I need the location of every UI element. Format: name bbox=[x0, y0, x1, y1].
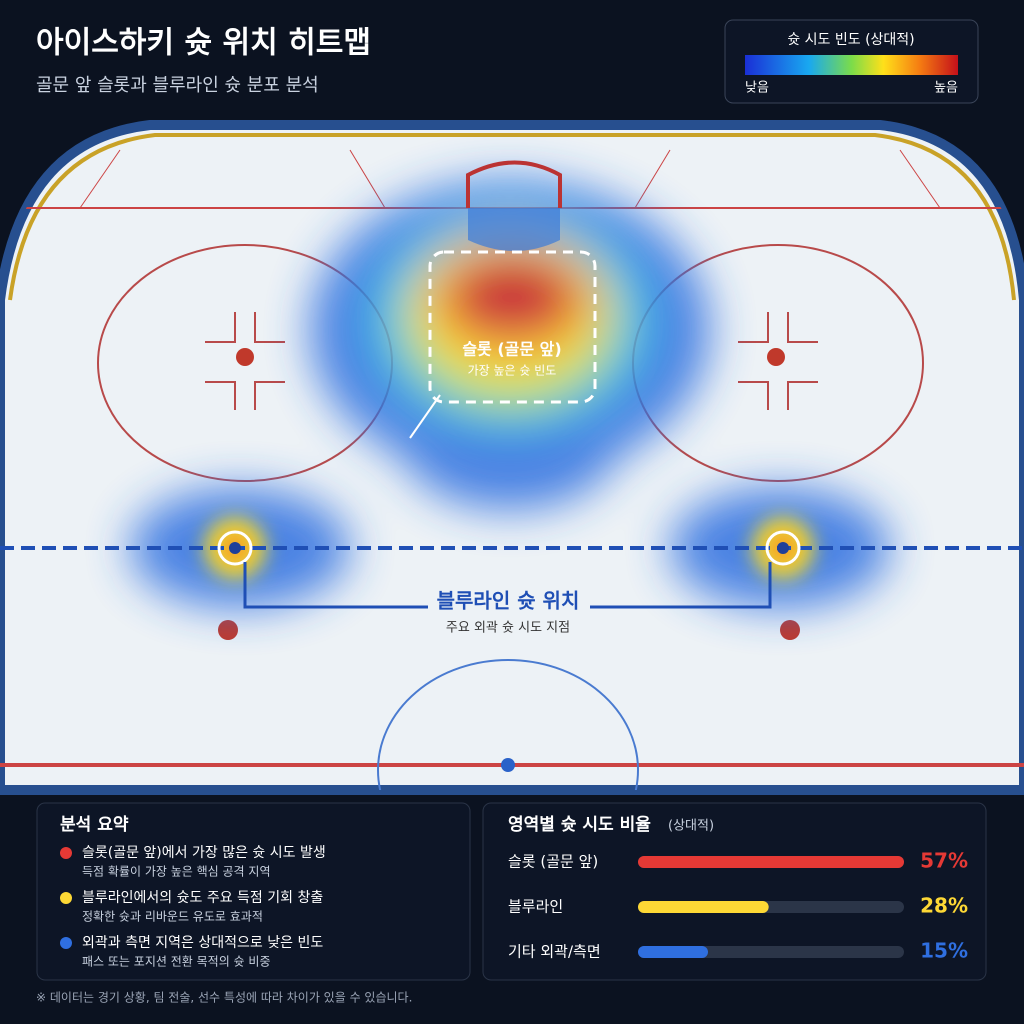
bar-panel bbox=[482, 802, 987, 981]
summary-dot bbox=[60, 847, 72, 859]
legend-gradient bbox=[745, 55, 958, 75]
footnote: ※ 데이터는 경기 상황, 팀 전술, 선수 특성에 따라 차이가 있을 수 있… bbox=[36, 991, 412, 1005]
summary-title: 분석 요약 bbox=[60, 814, 129, 835]
blueline-note: 주요 외곽 슛 시도 지점 bbox=[446, 621, 570, 636]
value-label: 57% bbox=[920, 849, 968, 873]
summary-panel bbox=[36, 802, 471, 981]
summary-text: 외곽과 측면 지역은 상대적으로 낮은 빈도 bbox=[82, 935, 323, 951]
summary-note: 득점 확률이 가장 높은 핵심 공격 지역 bbox=[82, 865, 271, 879]
value-label: 28% bbox=[920, 894, 968, 918]
category-label: 블루라인 bbox=[508, 898, 563, 916]
summary-note: 패스 또는 포지션 전환 목적의 슛 비중 bbox=[82, 955, 271, 969]
title: 아이스하키 슛 위치 히트맵 bbox=[36, 26, 371, 61]
summary-note: 정확한 슛과 리바운드 유도로 효과적 bbox=[82, 910, 263, 924]
chart-title: 영역별 슛 시도 비율 bbox=[508, 815, 651, 835]
slot-label: 슬롯 (골문 앞) bbox=[462, 340, 561, 359]
subtitle: 골문 앞 슬롯과 블루라인 슛 분포 분석 bbox=[36, 75, 319, 96]
bar bbox=[638, 901, 769, 913]
chart-subtitle: (상대적) bbox=[668, 819, 714, 834]
bar bbox=[638, 856, 904, 868]
blueline-label: 블루라인 슛 위치 bbox=[437, 589, 580, 613]
rink bbox=[0, 120, 1024, 795]
legend-title: 슛 시도 빈도 (상대적) bbox=[787, 32, 914, 48]
slot-note: 가장 높은 슛 빈도 bbox=[468, 364, 557, 378]
category-label: 기타 외곽/측면 bbox=[508, 943, 601, 961]
summary-dot bbox=[60, 892, 72, 904]
value-label: 15% bbox=[920, 939, 968, 963]
summary-text: 슬롯(골문 앞)에서 가장 많은 슛 시도 발생 bbox=[82, 845, 326, 861]
summary-text: 블루라인에서의 슛도 주요 득점 기회 창출 bbox=[82, 890, 323, 906]
legend-low: 낮음 bbox=[745, 81, 769, 96]
category-label: 슬롯 (골문 앞) bbox=[508, 853, 598, 871]
bar bbox=[638, 946, 708, 958]
summary-dot bbox=[60, 937, 72, 949]
legend-high: 높음 bbox=[934, 81, 958, 96]
